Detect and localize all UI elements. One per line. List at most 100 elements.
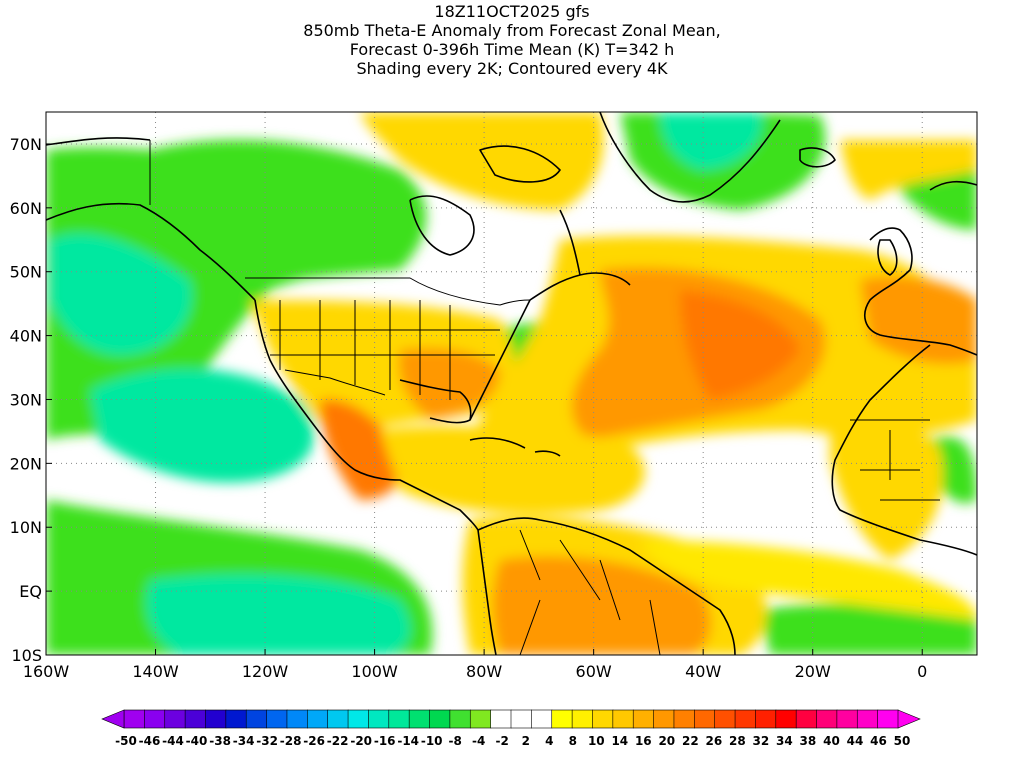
- shade-arctic-canada-yellow: [360, 112, 604, 210]
- colorbar-swatch: [714, 709, 736, 729]
- colorbar-label: -8: [449, 734, 462, 748]
- colorbar-label: 4: [545, 734, 553, 748]
- shade-europe-yellow: [840, 140, 977, 200]
- shade-atlantic-core-orange: [680, 290, 800, 400]
- political-borders: [149, 140, 940, 655]
- colorbar-swatch: [164, 709, 186, 729]
- colorbar-label: 44: [847, 734, 864, 748]
- latitude-axis: 70N 60N 50N 40N 30N 20N 10N EQ 10S: [10, 135, 52, 665]
- colorbar-label: -28: [280, 734, 302, 748]
- colorbar-label: 50: [894, 734, 911, 748]
- colorbar-label: -14: [397, 734, 419, 748]
- lat-tick-label: 30N: [10, 390, 42, 409]
- map-plot-area: [46, 112, 977, 655]
- colorbar-label: 10: [588, 734, 605, 748]
- colorbar-low-arrow: [101, 709, 125, 729]
- colorbar-swatch: [449, 709, 471, 729]
- colorbar-swatch: [612, 709, 634, 729]
- coast-arctic-alaska: [46, 137, 151, 146]
- coast-hudson-bay: [409, 195, 475, 256]
- coast-scandinavia: [929, 180, 977, 191]
- lon-tick-label: 0: [917, 662, 927, 681]
- shade-southatlantic-green: [760, 603, 977, 655]
- map-gridlines: [46, 112, 977, 655]
- colorbar-label: -50: [115, 734, 137, 748]
- coast-alaska: [46, 202, 256, 301]
- colorbar-label: -2: [496, 734, 509, 748]
- coast-hispaniola: [534, 450, 561, 457]
- colorbar-swatch: [368, 709, 390, 729]
- colorbar-label: -20: [350, 734, 372, 748]
- colorbar-label: -46: [139, 734, 161, 748]
- shade-iberia-orange: [860, 276, 977, 364]
- lat-tick-label: EQ: [19, 582, 42, 601]
- colorbar-label: 38: [800, 734, 817, 748]
- colorbar-label: -16: [374, 734, 396, 748]
- lat-tick-label: 20N: [10, 454, 42, 473]
- coast-south-america: [477, 517, 736, 655]
- colorbar-high-arrow: [897, 709, 921, 729]
- lon-tick-label: 160W: [23, 662, 70, 681]
- coast-gulf-of-mexico: [399, 379, 472, 424]
- colorbar-label: 46: [870, 734, 887, 748]
- chart-title: 18Z11OCT2025 gfs 850mb Theta-E Anomaly f…: [0, 2, 1024, 78]
- colorbar-swatch: [469, 709, 492, 729]
- shade-southeast-usa-orange: [398, 348, 500, 420]
- shade-caribbean-yellow: [380, 425, 645, 514]
- colorbar-swatch: [877, 709, 899, 729]
- colorbar-label: 26: [706, 734, 723, 748]
- coast-labrador: [559, 209, 581, 276]
- border-us-states-grid: [270, 300, 500, 400]
- colorbar-label: 8: [569, 734, 577, 748]
- shade-southpacific-cyan: [146, 574, 411, 655]
- colorbar-label: 20: [658, 734, 675, 748]
- border-us-canada: [245, 277, 531, 306]
- colorbar-swatch: [225, 709, 247, 729]
- lat-tick-label: 60N: [10, 199, 42, 218]
- coast-south-america-west: [477, 529, 497, 655]
- coast-greenland: [599, 112, 781, 203]
- colorbar-swatch: [551, 709, 573, 729]
- colorbar-label: 32: [753, 734, 770, 748]
- shade-equatorial-atlantic-yellow: [640, 540, 977, 620]
- colorbar-label: -32: [256, 734, 278, 748]
- colorbar-swatch: [144, 709, 166, 729]
- colorbar-swatch: [632, 709, 655, 729]
- lat-tick-label: 40N: [10, 327, 42, 346]
- title-line-2: 850mb Theta-E Anomaly from Forecast Zona…: [303, 21, 721, 40]
- colorbar-label: -38: [209, 734, 231, 748]
- title-line-3: Forecast 0-396h Time Mean (K) T=342 h: [349, 40, 675, 59]
- colorbar-swatch: [408, 709, 431, 729]
- colorbar-label: -4: [472, 734, 485, 748]
- colorbar-swatch: [327, 709, 349, 729]
- lon-tick-label: 20W: [795, 662, 831, 681]
- border-south-america-countries: [519, 529, 661, 655]
- shade-westafrica-yellow: [830, 416, 943, 560]
- coast-europe: [864, 227, 977, 356]
- title-line-4: Shading every 2K; Contoured every 4K: [356, 59, 668, 78]
- coast-british-isles: [877, 239, 898, 276]
- lon-tick-label: 120W: [242, 662, 289, 681]
- colorbar-label: 34: [776, 734, 793, 748]
- colorbar-swatch: [571, 709, 594, 729]
- colorbar-label: 28: [729, 734, 746, 748]
- colorbar-label: -26: [303, 734, 325, 748]
- colorbar-labels: -50 -46 -44 -40 -38 -34 -32 -28 -26 -22 -20 -16 -14-…: [115, 734, 910, 748]
- colorbar-swatch: [205, 709, 227, 729]
- coast-cuba: [469, 437, 526, 449]
- colorbar-swatch: [245, 709, 268, 729]
- coast-iceland: [799, 147, 836, 168]
- shade-greenland-cyan: [660, 112, 762, 170]
- lon-tick-label: 100W: [351, 662, 398, 681]
- lat-tick-label: 10S: [11, 646, 42, 665]
- colorbar-swatch: [307, 709, 329, 729]
- colorbar: [101, 709, 921, 729]
- shade-southamerica-orange: [492, 556, 711, 655]
- colorbar-swatch: [755, 709, 777, 729]
- lat-tick-label: 70N: [10, 135, 42, 154]
- colorbar-swatch: [347, 709, 370, 729]
- colorbar-swatch: [734, 709, 757, 729]
- colorbar-label: 40: [823, 734, 840, 748]
- colorbar-swatch: [429, 709, 451, 729]
